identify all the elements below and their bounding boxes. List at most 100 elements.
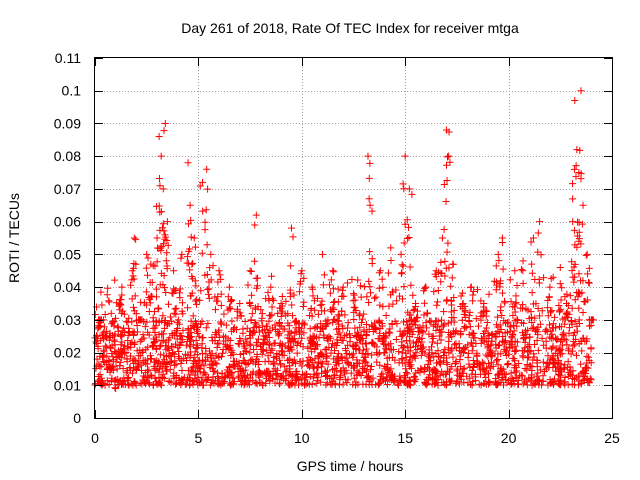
data-point bbox=[524, 326, 532, 334]
data-point bbox=[114, 327, 122, 335]
data-point bbox=[263, 346, 271, 354]
data-point bbox=[335, 312, 343, 320]
data-point bbox=[421, 283, 429, 291]
data-point bbox=[260, 332, 268, 340]
data-point bbox=[94, 325, 102, 333]
data-point bbox=[338, 336, 346, 344]
data-point bbox=[130, 275, 138, 283]
data-point bbox=[296, 330, 304, 338]
data-point bbox=[542, 344, 550, 352]
data-point bbox=[258, 346, 266, 354]
data-point bbox=[157, 247, 165, 255]
data-point bbox=[507, 381, 515, 389]
data-point bbox=[579, 309, 587, 317]
data-point bbox=[542, 337, 550, 345]
data-point bbox=[297, 340, 305, 348]
data-point bbox=[382, 312, 390, 320]
data-point bbox=[172, 360, 180, 368]
data-point bbox=[576, 146, 584, 154]
data-point bbox=[312, 379, 320, 387]
data-point bbox=[220, 337, 228, 345]
data-point bbox=[207, 354, 215, 362]
data-point bbox=[408, 190, 416, 198]
data-point bbox=[349, 350, 357, 358]
data-point bbox=[139, 331, 147, 339]
data-point bbox=[135, 352, 143, 360]
data-point bbox=[379, 303, 387, 311]
data-point bbox=[344, 324, 352, 332]
data-point bbox=[551, 349, 559, 357]
data-point bbox=[293, 349, 301, 357]
data-point bbox=[144, 343, 152, 351]
data-point bbox=[430, 288, 438, 296]
x-tick-label: 15 bbox=[397, 430, 413, 446]
data-point bbox=[552, 334, 560, 342]
data-point bbox=[354, 328, 362, 336]
data-point bbox=[441, 257, 449, 265]
x-tick-labels: 0 5 10 15 20 25 bbox=[91, 430, 620, 446]
data-point bbox=[96, 362, 104, 370]
data-point bbox=[136, 337, 144, 345]
data-point bbox=[362, 339, 370, 347]
data-point bbox=[577, 170, 585, 178]
data-point bbox=[516, 372, 524, 380]
data-point bbox=[367, 289, 375, 297]
data-point bbox=[130, 234, 138, 242]
data-point bbox=[445, 152, 453, 160]
data-point bbox=[529, 234, 537, 242]
data-point bbox=[179, 336, 187, 344]
data-point bbox=[563, 308, 571, 316]
data-point bbox=[468, 370, 476, 378]
data-point bbox=[322, 345, 330, 353]
data-point bbox=[525, 315, 533, 323]
data-point bbox=[513, 315, 521, 323]
data-point bbox=[448, 345, 456, 353]
data-point bbox=[178, 356, 186, 364]
data-point bbox=[106, 368, 114, 376]
data-point bbox=[160, 227, 168, 235]
data-point bbox=[361, 358, 369, 366]
data-point bbox=[317, 378, 325, 386]
data-point bbox=[298, 362, 306, 370]
data-point bbox=[265, 367, 273, 375]
data-point bbox=[413, 345, 421, 353]
data-point bbox=[224, 293, 232, 301]
data-point bbox=[405, 233, 413, 241]
data-point bbox=[511, 303, 519, 311]
data-point bbox=[130, 328, 138, 336]
data-point bbox=[513, 338, 521, 346]
data-point bbox=[115, 352, 123, 360]
data-point bbox=[291, 318, 299, 326]
data-point bbox=[363, 374, 371, 382]
data-point bbox=[544, 312, 552, 320]
data-point bbox=[424, 309, 432, 317]
data-point bbox=[398, 261, 406, 269]
data-point bbox=[284, 343, 292, 351]
data-point bbox=[486, 363, 494, 371]
data-point bbox=[527, 347, 535, 355]
data-point bbox=[484, 352, 492, 360]
data-point bbox=[387, 256, 395, 264]
data-point bbox=[559, 330, 567, 338]
data-point bbox=[256, 379, 264, 387]
data-point bbox=[146, 355, 154, 363]
data-point bbox=[391, 317, 399, 325]
data-point bbox=[486, 379, 494, 387]
data-point bbox=[344, 319, 352, 327]
data-point bbox=[167, 313, 175, 321]
data-point bbox=[528, 269, 536, 277]
data-point bbox=[343, 379, 351, 387]
data-point bbox=[420, 299, 428, 307]
data-point bbox=[366, 248, 374, 256]
data-point bbox=[444, 329, 452, 337]
data-point bbox=[323, 367, 331, 375]
data-point bbox=[566, 292, 574, 300]
data-point bbox=[429, 375, 437, 383]
data-point bbox=[501, 319, 509, 327]
data-point bbox=[503, 328, 511, 336]
data-point bbox=[554, 377, 562, 385]
data-point bbox=[248, 310, 256, 318]
data-point bbox=[138, 336, 146, 344]
data-point bbox=[573, 243, 581, 251]
data-point bbox=[184, 220, 192, 228]
